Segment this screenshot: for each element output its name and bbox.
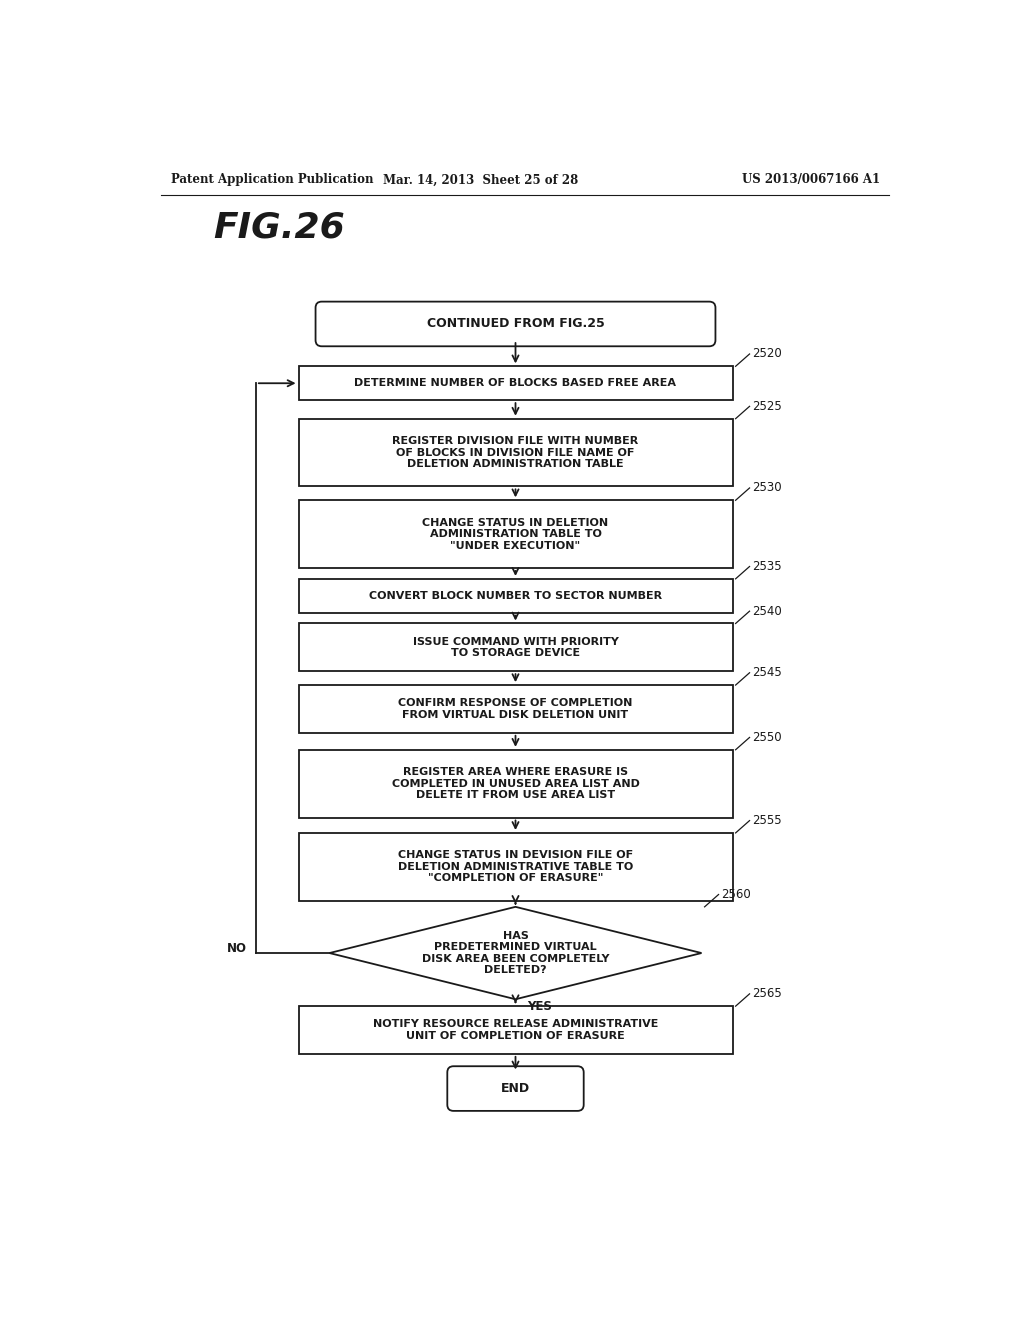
Bar [299,367,732,400]
Bar [299,750,732,817]
Bar [299,500,732,568]
Text: Patent Application Publication: Patent Application Publication [171,173,373,186]
Text: US 2013/0067166 A1: US 2013/0067166 A1 [741,173,880,186]
Text: CONTINUED FROM FIG.25: CONTINUED FROM FIG.25 [427,317,604,330]
Text: 2525: 2525 [752,400,781,413]
Polygon shape [330,907,701,999]
Text: REGISTER DIVISION FILE WITH NUMBER
OF BLOCKS IN DIVISION FILE NAME OF
DELETION A: REGISTER DIVISION FILE WITH NUMBER OF BL… [392,436,639,469]
Bar [299,623,732,671]
Text: HAS
PREDETERMINED VIRTUAL
DISK AREA BEEN COMPLETELY
DELETED?: HAS PREDETERMINED VIRTUAL DISK AREA BEEN… [422,931,609,975]
Bar [299,578,732,612]
Text: FIG.26: FIG.26 [213,211,345,244]
FancyBboxPatch shape [315,302,716,346]
Text: CHANGE STATUS IN DEVISION FILE OF
DELETION ADMINISTRATIVE TABLE TO
"COMPLETION O: CHANGE STATUS IN DEVISION FILE OF DELETI… [398,850,633,883]
Text: ISSUE COMMAND WITH PRIORITY
TO STORAGE DEVICE: ISSUE COMMAND WITH PRIORITY TO STORAGE D… [413,636,618,659]
Text: Mar. 14, 2013  Sheet 25 of 28: Mar. 14, 2013 Sheet 25 of 28 [383,173,579,186]
Text: 2560: 2560 [721,888,751,902]
FancyBboxPatch shape [447,1067,584,1111]
Text: 2550: 2550 [752,731,781,744]
Text: NOTIFY RESOURCE RELEASE ADMINISTRATIVE
UNIT OF COMPLETION OF ERASURE: NOTIFY RESOURCE RELEASE ADMINISTRATIVE U… [373,1019,658,1041]
Text: CONFIRM RESPONSE OF COMPLETION
FROM VIRTUAL DISK DELETION UNIT: CONFIRM RESPONSE OF COMPLETION FROM VIRT… [398,698,633,719]
Text: 2565: 2565 [752,987,781,1001]
Text: 2535: 2535 [752,560,781,573]
Text: 2520: 2520 [752,347,781,360]
Text: END: END [501,1082,530,1096]
Text: DETERMINE NUMBER OF BLOCKS BASED FREE AREA: DETERMINE NUMBER OF BLOCKS BASED FREE AR… [354,379,677,388]
Text: 2540: 2540 [752,605,781,618]
Bar [299,418,732,487]
Text: CHANGE STATUS IN DELETION
ADMINISTRATION TABLE TO
"UNDER EXECUTION": CHANGE STATUS IN DELETION ADMINISTRATION… [423,517,608,550]
Bar [299,1006,732,1053]
Bar [299,685,732,733]
Text: YES: YES [527,1001,552,1012]
Bar [299,833,732,900]
Text: NO: NO [226,942,247,954]
Text: REGISTER AREA WHERE ERASURE IS
COMPLETED IN UNUSED AREA LIST AND
DELETE IT FROM : REGISTER AREA WHERE ERASURE IS COMPLETED… [391,767,639,800]
Text: CONVERT BLOCK NUMBER TO SECTOR NUMBER: CONVERT BLOCK NUMBER TO SECTOR NUMBER [369,591,663,601]
Text: 2530: 2530 [752,482,781,495]
Text: 2555: 2555 [752,814,781,828]
Text: 2545: 2545 [752,667,781,680]
